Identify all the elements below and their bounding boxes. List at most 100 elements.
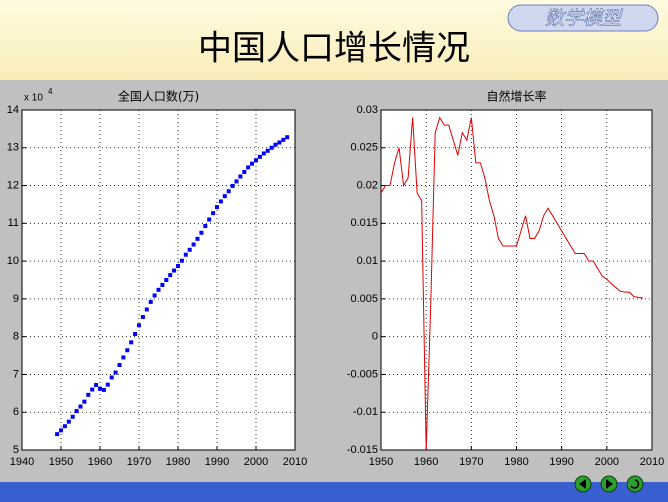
marker [144, 307, 149, 312]
marker [191, 242, 196, 247]
x-tick-label: 1980 [166, 456, 190, 468]
marker [203, 223, 208, 228]
marker [183, 252, 188, 257]
marker [199, 230, 204, 235]
y-tick-label: 13 [7, 142, 19, 154]
y-tick-label: 0 [372, 331, 378, 343]
marker [265, 148, 270, 153]
marker [250, 161, 255, 166]
marker [277, 140, 282, 145]
marker [164, 278, 169, 282]
y-tick-label: 0.025 [350, 142, 378, 154]
marker [94, 383, 99, 388]
marker [105, 382, 110, 387]
x-tick-label: 2000 [595, 456, 619, 468]
marker [187, 247, 192, 252]
y-tick-label: -0.005 [347, 368, 378, 380]
y-tick-label: 10 [7, 255, 19, 267]
marker [59, 428, 63, 433]
badge-shape [507, 4, 659, 32]
badge: 数学模型 [545, 8, 623, 30]
marker [179, 258, 184, 263]
y-tick-label: 0.02 [357, 179, 378, 191]
marker [55, 432, 60, 437]
nav-return[interactable] [626, 475, 644, 493]
x-tick-label: 1990 [205, 456, 229, 468]
marker [74, 409, 79, 414]
marker [109, 375, 114, 380]
marker [238, 174, 243, 179]
y-tick-label: 0.03 [357, 104, 378, 116]
y-tick-label: -0.015 [347, 444, 378, 456]
marker [140, 315, 145, 320]
x-tick-label: 1950 [49, 456, 73, 468]
marker [242, 169, 247, 174]
data-line [380, 116, 644, 451]
y-tick-label: 14 [7, 104, 19, 116]
y-multiplier: x 10 [24, 93, 43, 104]
nav-next[interactable] [600, 475, 618, 493]
marker [113, 370, 118, 375]
y-tick-label: 7 [13, 368, 19, 380]
marker [195, 236, 200, 241]
y-tick-label: 11 [8, 217, 19, 229]
marker [254, 158, 258, 163]
x-tick-label: 2000 [244, 456, 268, 468]
marker [281, 137, 286, 142]
marker [148, 299, 153, 304]
marker [172, 268, 177, 273]
chart-title: 自然增长率 [486, 89, 546, 104]
marker [218, 199, 223, 204]
marker [230, 183, 235, 188]
x-tick-label: 1970 [127, 456, 151, 468]
marker [62, 424, 67, 429]
marker [117, 363, 122, 367]
marker [160, 282, 165, 287]
y-tick-label: 12 [7, 179, 19, 191]
marker [207, 217, 212, 222]
y-tick-label: 8 [13, 331, 19, 343]
x-tick-label: 2010 [283, 456, 307, 468]
nav-prev[interactable] [574, 475, 592, 493]
marker [152, 293, 157, 298]
marker [90, 387, 95, 392]
marker [101, 387, 106, 392]
marker [78, 404, 83, 409]
marker [98, 386, 102, 391]
marker [285, 135, 290, 140]
y-tick-label: 0.005 [350, 293, 378, 305]
marker [70, 414, 75, 419]
marker [129, 340, 134, 345]
x-tick-label: 1940 [10, 456, 34, 468]
y-tick-label: 5 [13, 444, 19, 456]
x-tick-label: 1990 [549, 456, 573, 468]
marker [261, 151, 266, 156]
x-tick-label: 1960 [414, 456, 438, 468]
marker [125, 348, 130, 353]
y-tick-label: -0.01 [353, 406, 378, 418]
marker [273, 142, 278, 147]
marker [176, 264, 180, 269]
y-tick-label: 0.015 [350, 217, 378, 229]
marker [234, 179, 239, 184]
marker [133, 332, 138, 337]
marker [226, 189, 231, 194]
x-tick-label: 1960 [88, 456, 112, 468]
footer-bar [0, 482, 668, 502]
chart-title: 全国人口数(万) [118, 89, 199, 104]
marker [211, 211, 216, 216]
y-multiplier-exponent: 4 [48, 87, 53, 96]
marker [246, 165, 251, 170]
x-tick-label: 1970 [459, 456, 483, 468]
marker [137, 323, 141, 328]
y-tick-label: 9 [13, 293, 19, 305]
x-tick-label: 1950 [369, 456, 393, 468]
marker [257, 154, 262, 159]
marker [269, 145, 274, 150]
marker [66, 419, 71, 424]
x-tick-label: 2010 [640, 456, 664, 468]
slide-title: 中国人口增长情况 [198, 29, 470, 69]
marker [222, 194, 227, 199]
marker [168, 273, 173, 278]
